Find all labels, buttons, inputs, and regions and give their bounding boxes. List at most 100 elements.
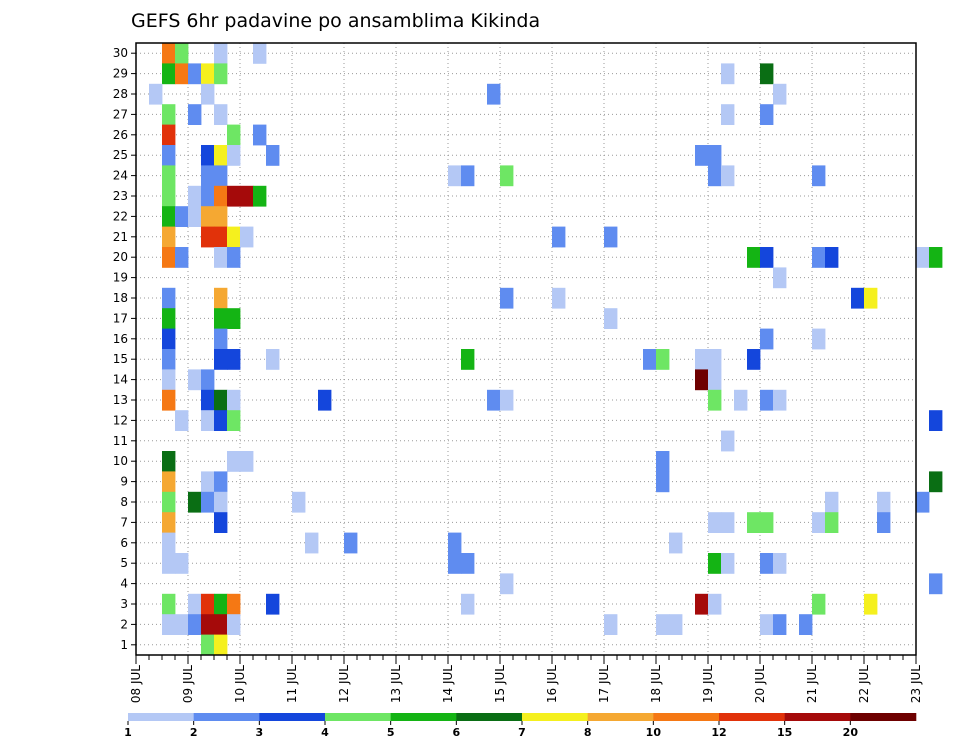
- heatmap-cell: [214, 471, 228, 493]
- heatmap-cell: [227, 185, 241, 207]
- legend-label: 6: [453, 726, 461, 739]
- legend-label: 7: [518, 726, 526, 739]
- y-tick-label: 12: [113, 413, 128, 427]
- heatmap-cell: [318, 389, 332, 411]
- y-tick-label: 11: [113, 434, 128, 448]
- heatmap-cell: [162, 145, 176, 166]
- heatmap-cell: [708, 349, 722, 370]
- legend-swatch: [259, 713, 326, 721]
- heatmap-cell: [175, 410, 189, 431]
- heatmap-cell: [240, 185, 254, 207]
- heatmap-cell: [721, 512, 735, 533]
- heatmap-cell: [877, 491, 891, 513]
- heatmap-cell: [188, 206, 202, 227]
- heatmap-cell: [344, 532, 358, 554]
- y-tick-label: 27: [113, 107, 128, 121]
- x-tick-label: 20 JUL: [753, 665, 767, 703]
- heatmap-cell: [760, 247, 774, 268]
- heatmap-cell: [201, 185, 215, 207]
- heatmap-cell: [604, 308, 618, 329]
- x-tick-label: 14 JUL: [441, 665, 455, 703]
- heatmap-cell: [188, 63, 202, 85]
- y-tick-label: 6: [120, 536, 128, 550]
- heatmap-cell: [240, 226, 254, 248]
- heatmap-cell: [604, 614, 618, 635]
- heatmap-cell: [214, 104, 228, 125]
- heatmap-cell: [201, 165, 215, 187]
- heatmap-cell: [916, 247, 930, 268]
- heatmap-cell: [708, 593, 722, 615]
- heatmap-cell: [175, 43, 189, 64]
- legend-swatch: [653, 713, 720, 721]
- heatmap-cell: [149, 83, 163, 105]
- heatmap-cell: [487, 83, 501, 105]
- heatmap-cell: [162, 491, 176, 513]
- heatmap-cell: [162, 43, 176, 64]
- heatmap-cell: [201, 614, 215, 635]
- heatmap-cell: [812, 328, 826, 350]
- legend-swatch: [456, 713, 523, 721]
- y-tick-label: 2: [120, 617, 128, 631]
- heatmap-cell: [500, 165, 514, 187]
- heatmap-cell: [747, 512, 761, 533]
- heatmap-cell: [175, 247, 189, 268]
- heatmap-cell: [864, 287, 878, 309]
- heatmap-cell: [305, 532, 319, 554]
- legend-swatch: [390, 713, 457, 721]
- heatmap-cell: [227, 349, 241, 370]
- y-tick-label: 22: [113, 209, 128, 223]
- heatmap-cell: [162, 593, 176, 615]
- heatmap-cell: [214, 63, 228, 85]
- heatmap-cell: [721, 63, 735, 85]
- heatmap-cell: [162, 389, 176, 411]
- y-tick-label: 21: [113, 230, 128, 244]
- heatmap-cell: [708, 553, 722, 574]
- heatmap-cell: [500, 287, 514, 309]
- heatmap-cell: [929, 573, 943, 595]
- y-tick-label: 15: [113, 352, 128, 366]
- heatmap-cell: [214, 185, 228, 207]
- heatmap-cell: [227, 593, 241, 615]
- heatmap-cell: [695, 349, 709, 370]
- heatmap-cell: [162, 185, 176, 207]
- legend-swatch: [522, 713, 588, 721]
- heatmap-cell: [773, 83, 787, 105]
- heatmap-cell: [916, 491, 930, 513]
- heatmap-cell: [721, 104, 735, 125]
- legend-label: 5: [387, 726, 395, 739]
- heatmap-cell: [214, 614, 228, 635]
- heatmap-cell: [201, 389, 215, 411]
- heatmap-cell: [214, 287, 228, 309]
- heatmap-cell: [253, 43, 267, 64]
- heatmap-cell: [461, 553, 475, 574]
- x-tick-label: 10 JUL: [233, 665, 247, 703]
- heatmap-cell: [773, 267, 787, 289]
- legend-label: 8: [584, 726, 592, 739]
- x-tick-label: 21 JUL: [805, 665, 819, 703]
- legend-label: 3: [256, 726, 264, 739]
- heatmap-cell: [851, 287, 865, 309]
- heatmap-cell: [461, 593, 475, 615]
- heatmap-cell: [695, 145, 709, 166]
- heatmap-cell: [227, 451, 241, 472]
- heatmap-cell: [162, 532, 176, 554]
- heatmap-cell: [864, 593, 878, 615]
- y-tick-label: 20: [113, 250, 128, 264]
- heatmap-cell: [721, 165, 735, 187]
- heatmap-cell: [760, 512, 774, 533]
- heatmap-cell: [214, 349, 228, 370]
- y-tick-label: 17: [113, 311, 128, 325]
- heatmap-cell: [552, 226, 566, 248]
- legend-label: 15: [777, 726, 792, 739]
- heatmap-cell: [929, 471, 943, 493]
- y-tick-label: 29: [113, 67, 128, 81]
- heatmap-cell: [708, 369, 722, 391]
- heatmap-cell: [825, 247, 839, 268]
- heatmap-cell: [292, 491, 306, 513]
- x-tick-label: 19 JUL: [701, 665, 715, 703]
- x-tick-label: 16 JUL: [545, 665, 559, 703]
- heatmap-cell: [669, 614, 683, 635]
- legend-label: 10: [646, 726, 662, 739]
- heatmap-cell: [448, 532, 462, 554]
- heatmap-cell: [500, 389, 514, 411]
